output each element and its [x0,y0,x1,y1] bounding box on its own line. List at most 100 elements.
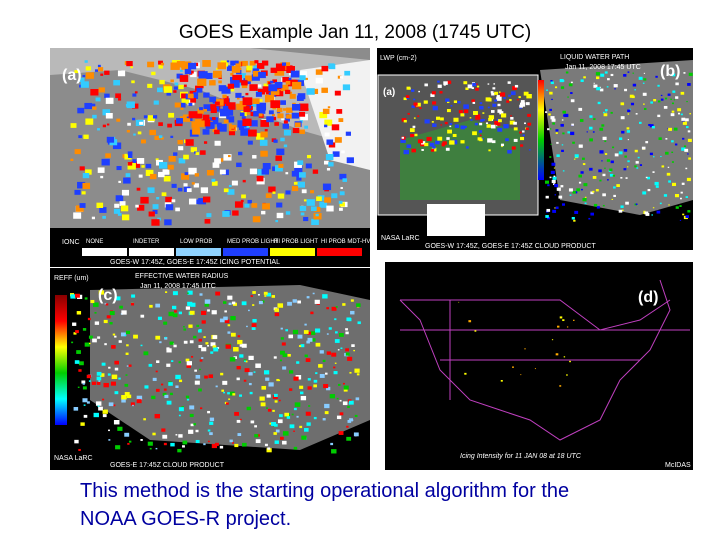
speckle [189,405,195,410]
speckle [338,431,344,435]
speckle [416,102,421,107]
panel-footer: Icing Intensity for 11 JAN 08 at 18 UTC [460,453,582,460]
speckle [185,118,191,122]
speckle [350,299,354,302]
speckle [432,145,436,149]
speckle [226,102,236,110]
speckle [660,155,662,158]
speckle [241,60,248,67]
speckle [336,109,343,114]
speckle [299,111,306,117]
speckle [458,110,463,114]
speckle [78,369,82,372]
speckle [509,99,512,102]
speckle [282,108,287,111]
legend-label: INDETER [133,239,160,245]
speckle [113,419,120,425]
speckle [237,335,241,338]
speckle [185,139,194,146]
speckle [675,206,679,209]
speckle [254,434,259,438]
speckle [663,194,668,197]
speckle [574,210,579,214]
speckle [328,327,332,330]
speckle [257,88,265,95]
speckle [214,140,221,146]
speckle [187,93,194,99]
speckle [432,123,437,127]
speckle [108,402,114,407]
speckle [252,155,257,159]
speckle [239,112,245,117]
speckle [198,388,202,392]
speckle [178,158,186,164]
speckle [145,163,152,169]
speckle [561,144,564,146]
inset-label: (a) [383,87,395,98]
speckle [157,87,163,93]
speckle [288,77,292,80]
speckle [226,60,230,63]
speckle [304,428,309,432]
speckle [253,65,260,70]
speckle [228,130,236,136]
speckle [561,149,564,152]
speckle [501,145,503,148]
speckle [552,176,557,180]
speckle [551,179,556,184]
speckle [293,430,295,432]
speckle [245,92,249,96]
speckle [190,302,196,307]
speckle [219,445,224,449]
speckle [472,101,476,104]
speckle [156,196,160,200]
speckle [328,142,336,148]
speckle [260,119,270,127]
speckle [189,90,196,96]
speckle [215,291,221,296]
speckle [500,380,503,382]
speckle [682,137,685,140]
speckle [253,371,256,373]
speckle [571,216,575,220]
speckle [331,124,340,131]
speckle [616,184,620,187]
speckle [315,372,318,375]
speckle [547,216,551,220]
speckle [194,369,197,372]
speckle [562,132,565,135]
speckle [194,380,200,385]
speckle [503,124,509,129]
speckle [121,395,127,400]
speckle [158,135,163,139]
speckle [192,92,199,97]
speckle [116,166,122,171]
speckle [406,144,412,149]
speckle [231,66,241,73]
speckle [230,72,234,76]
speckle [479,138,483,142]
legend-title: IONC [62,239,80,246]
speckle [287,301,292,306]
speckle [76,311,82,315]
speckle [202,60,211,67]
legend-swatch [317,248,362,256]
speckle [271,116,277,121]
speckle [288,334,294,339]
speckle [209,96,217,103]
speckle [558,195,563,199]
speckle [178,146,184,151]
speckle [298,172,306,178]
speckle [441,142,446,146]
speckle [293,446,298,450]
speckle [121,189,130,196]
speckle [642,92,647,96]
speckle [169,392,173,396]
speckle [90,88,99,96]
speckle [237,433,242,437]
speckle [97,405,100,408]
speckle [450,105,453,107]
speckle [110,381,116,386]
speckle [85,169,92,175]
